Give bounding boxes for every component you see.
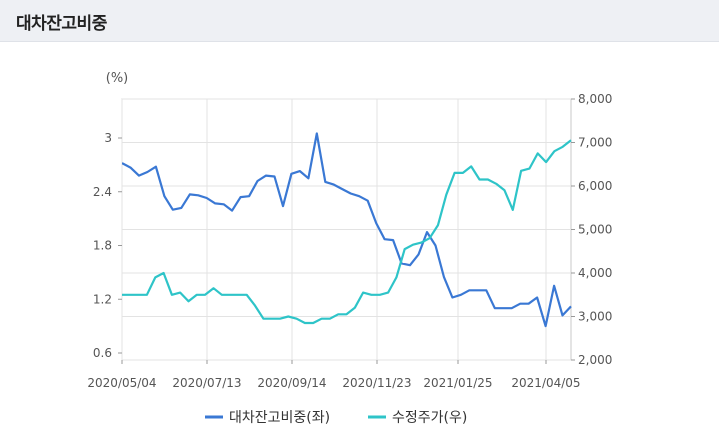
left-axis-tick-label: 1.8	[93, 239, 112, 253]
left-axis-tick-label: 1.2	[93, 292, 112, 306]
right-axis-tick-label: 6,000	[578, 179, 612, 193]
section-title: 대차잔고비중	[16, 14, 107, 34]
left-axis-tick-label: 0.6	[93, 346, 112, 360]
left-axis-tick-label: 3	[104, 131, 112, 145]
left-axis-tick-label: 2.4	[93, 185, 112, 199]
x-axis-tick-label: 2020/09/14	[257, 376, 326, 390]
legend-label: 수정주가(우)	[392, 410, 467, 426]
legend-label: 대차잔고비중(좌)	[229, 410, 330, 426]
x-axis-tick-label: 2020/07/13	[172, 376, 241, 390]
right-axis-tick-label: 2,000	[578, 353, 612, 367]
series-line-adjusted-price	[122, 139, 572, 325]
right-axis-tick-label: 8,000	[578, 92, 612, 106]
right-axis-tick-label: 3,000	[578, 310, 612, 324]
right-axis-tick-label: 5,000	[578, 223, 612, 237]
x-axis-tick-label: 2021/01/25	[423, 376, 492, 390]
series-line-loan-balance-ratio	[122, 132, 572, 328]
x-axis-tick-label: 2020/11/23	[342, 376, 411, 390]
section-header: 대차잔고비중	[0, 0, 719, 42]
x-axis-tick-label: 2021/04/05	[511, 376, 580, 390]
left-axis-unit: (%)	[106, 71, 129, 86]
right-axis-tick-label: 7,000	[578, 136, 612, 150]
x-axis-tick-label: 2020/05/04	[87, 376, 156, 390]
right-axis-tick-label: 4,000	[578, 266, 612, 280]
